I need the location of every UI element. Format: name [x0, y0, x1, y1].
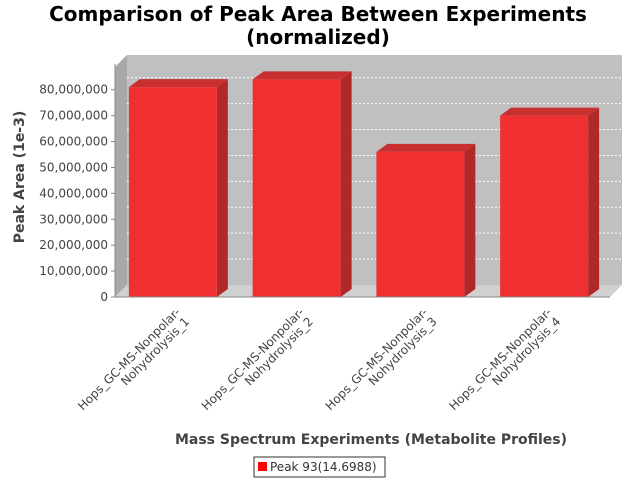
bar-top — [376, 144, 475, 152]
chart-title-line-2: (normalized) — [246, 25, 390, 49]
y-axis-label: Peak Area (1e-3) — [12, 111, 28, 244]
y-tick-label: 20,000,000 — [39, 238, 108, 252]
x-tick-label: Hops_GC-MS-Nonpolar-Nohydrolysis_4 — [446, 305, 563, 422]
y-tick-label: 10,000,000 — [39, 264, 108, 278]
x-tick-label-line: Hops_GC-MS-Nonpolar- — [323, 305, 431, 413]
x-axis-label: Mass Spectrum Experiments (Metabolite Pr… — [175, 432, 567, 448]
chart-title-line-1: Comparison of Peak Area Between Experime… — [49, 2, 587, 26]
bar-side — [341, 71, 352, 297]
bar — [500, 108, 599, 297]
x-tick-label: Hops_GC-MS-Nonpolar-Nohydrolysis_3 — [323, 305, 440, 422]
y-tick-label: 50,000,000 — [39, 160, 108, 174]
bar-side — [217, 79, 228, 297]
y-tick-label: 40,000,000 — [39, 186, 108, 200]
bar-front — [253, 79, 341, 297]
legend-label: Peak 93(14.6988) — [270, 460, 377, 474]
bar — [376, 144, 475, 297]
bar-front — [500, 116, 588, 297]
bar — [129, 79, 228, 297]
bar-top — [129, 79, 228, 87]
bar — [253, 71, 352, 297]
y-tick-label: 60,000,000 — [39, 135, 108, 149]
x-tick-label: Hops_GC-MS-Nonpolar-Nohydrolysis_2 — [199, 305, 316, 422]
bar-side — [464, 144, 475, 297]
bar-front — [376, 152, 464, 297]
bar-top — [500, 108, 599, 116]
x-tick-label-line: Hops_GC-MS-Nonpolar- — [199, 305, 307, 413]
bar-side — [588, 108, 599, 297]
y-tick-label: 80,000,000 — [39, 83, 108, 97]
y-tick-label: 30,000,000 — [39, 212, 108, 226]
plot-left-wall — [115, 55, 127, 297]
y-tick-label: 0 — [100, 290, 108, 304]
x-tick-label-line: Hops_GC-MS-Nonpolar- — [75, 305, 183, 413]
x-tick-label: Hops_GC-MS-Nonpolar-Nohydrolysis_1 — [75, 305, 192, 422]
chart-title: Comparison of Peak Area Between Experime… — [49, 2, 587, 49]
y-tick-label: 70,000,000 — [39, 109, 108, 123]
y-axis: 0 10,000,000 20,000,000 30,000,000 40,000,00… — [39, 64, 115, 304]
legend-swatch — [258, 462, 267, 471]
x-tick-label-line: Hops_GC-MS-Nonpolar- — [446, 305, 554, 413]
bar-front — [129, 87, 217, 297]
x-axis: Hops_GC-MS-Nonpolar-Nohydrolysis_1 Hops_G… — [75, 297, 610, 422]
bar-top — [253, 71, 352, 79]
legend: Peak 93(14.6988) — [254, 457, 385, 477]
